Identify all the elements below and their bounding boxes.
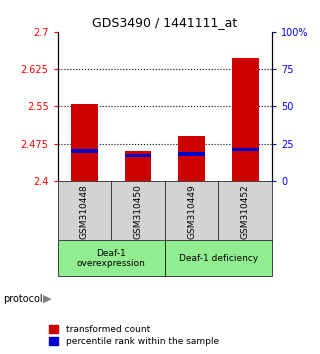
Text: Deaf-1
overexpression: Deaf-1 overexpression — [77, 249, 146, 268]
Bar — [124, 151, 151, 181]
Bar — [71, 149, 98, 153]
Bar — [58, 240, 165, 276]
Text: GSM310449: GSM310449 — [187, 184, 196, 239]
Text: ▶: ▶ — [43, 294, 52, 304]
Bar — [232, 148, 259, 152]
Bar — [232, 58, 259, 181]
Text: protocol: protocol — [3, 294, 43, 304]
Bar — [124, 154, 151, 157]
Bar — [178, 136, 205, 181]
Bar — [178, 152, 205, 156]
Text: GSM310452: GSM310452 — [241, 184, 250, 239]
Bar — [165, 240, 272, 276]
Bar — [71, 104, 98, 181]
Text: GSM310448: GSM310448 — [80, 184, 89, 239]
Text: Deaf-1 deficiency: Deaf-1 deficiency — [179, 254, 258, 263]
Legend: transformed count, percentile rank within the sample: transformed count, percentile rank withi… — [49, 325, 219, 346]
Text: GSM310450: GSM310450 — [133, 184, 142, 239]
Title: GDS3490 / 1441111_at: GDS3490 / 1441111_at — [92, 16, 237, 29]
